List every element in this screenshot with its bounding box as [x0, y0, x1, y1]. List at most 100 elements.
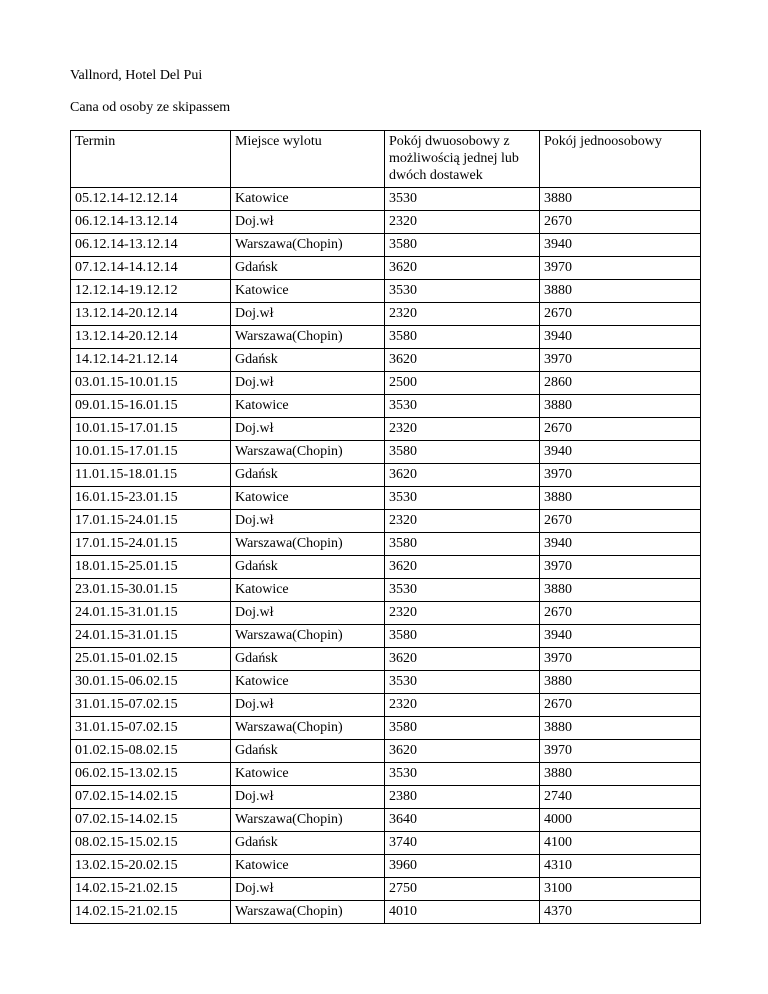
- table-cell-pokoj-dwuosobowy-cena: 3620: [384, 647, 540, 671]
- table-cell-pokoj-dwuosobowy-cena: 3620: [384, 739, 540, 763]
- table-cell-miejsce-wylotu: Doj.wł: [230, 785, 385, 809]
- table-cell-pokoj-dwuosobowy-cena: 3580: [384, 716, 540, 740]
- table-cell-miejsce-wylotu: Gdańsk: [230, 463, 385, 487]
- table-cell-termin: 14.02.15-21.02.15: [70, 900, 231, 924]
- table-cell-miejsce-wylotu: Katowice: [230, 578, 385, 602]
- table-cell-pokoj-dwuosobowy-cena: 3620: [384, 555, 540, 579]
- table-cell-pokoj-jednoosobowy-cena: 2670: [539, 509, 701, 533]
- table-cell-pokoj-dwuosobowy-cena: 3620: [384, 463, 540, 487]
- table-row: 25.01.15-01.02.15 Gdańsk 3620 3970: [70, 647, 701, 671]
- table-row: 23.01.15-30.01.15 Katowice 3530 3880: [70, 578, 701, 602]
- table-header-row: Termin Miejsce wylotu Pokój dwuosobowy z…: [70, 130, 701, 188]
- table-cell-miejsce-wylotu: Katowice: [230, 279, 385, 303]
- table-cell-pokoj-jednoosobowy-cena: 3940: [539, 532, 701, 556]
- price-table: Termin Miejsce wylotu Pokój dwuosobowy z…: [70, 130, 701, 924]
- table-cell-miejsce-wylotu: Gdańsk: [230, 555, 385, 579]
- table-cell-termin: 14.02.15-21.02.15: [70, 877, 231, 901]
- table-cell-miejsce-wylotu: Katowice: [230, 187, 385, 211]
- document-title: Vallnord, Hotel Del Pui: [70, 68, 203, 83]
- table-row: 30.01.15-06.02.15 Katowice 3530 3880: [70, 670, 701, 694]
- table-cell-termin: 09.01.15-16.01.15: [70, 394, 231, 418]
- table-cell-miejsce-wylotu: Gdańsk: [230, 647, 385, 671]
- table-row: 31.01.15-07.02.15 Warszawa(Chopin) 3580 388…: [70, 716, 701, 740]
- table-cell-termin: 10.01.15-17.01.15: [70, 417, 231, 441]
- table-cell-pokoj-jednoosobowy-cena: 3940: [539, 624, 701, 648]
- table-cell-miejsce-wylotu: Warszawa(Chopin): [230, 900, 385, 924]
- column-header-miejsce-wylotu: Miejsce wylotu: [230, 130, 385, 188]
- table-row: 14.12.14-21.12.14 Gdańsk 3620 3970: [70, 348, 701, 372]
- table-cell-pokoj-jednoosobowy-cena: 3940: [539, 440, 701, 464]
- table-cell-pokoj-jednoosobowy-cena: 3880: [539, 716, 701, 740]
- table-cell-termin: 07.02.15-14.02.15: [70, 808, 231, 832]
- table-cell-pokoj-jednoosobowy-cena: 3970: [539, 647, 701, 671]
- table-cell-pokoj-jednoosobowy-cena: 3880: [539, 578, 701, 602]
- table-cell-pokoj-jednoosobowy-cena: 3880: [539, 187, 701, 211]
- table-cell-pokoj-jednoosobowy-cena: 2860: [539, 371, 701, 395]
- table-cell-pokoj-dwuosobowy-cena: 3740: [384, 831, 540, 855]
- column-header-pokoj-jednoosobowy: Pokój jednoosobowy: [539, 130, 701, 188]
- table-cell-miejsce-wylotu: Doj.wł: [230, 371, 385, 395]
- table-cell-pokoj-dwuosobowy-cena: 3620: [384, 256, 540, 280]
- table-cell-pokoj-dwuosobowy-cena: 2320: [384, 302, 540, 326]
- table-body: 05.12.14-12.12.14 Katowice 3530 3880 06.12.1…: [70, 187, 701, 924]
- table-row: 17.01.15-24.01.15 Warszawa(Chopin) 3580 394…: [70, 532, 701, 556]
- table-cell-termin: 03.01.15-10.01.15: [70, 371, 231, 395]
- table-row: 10.01.15-17.01.15 Warszawa(Chopin) 3580 394…: [70, 440, 701, 464]
- table-cell-pokoj-dwuosobowy-cena: 2320: [384, 693, 540, 717]
- column-header-termin: Termin: [70, 130, 231, 188]
- table-cell-termin: 24.01.15-31.01.15: [70, 624, 231, 648]
- table-cell-pokoj-dwuosobowy-cena: 3530: [384, 279, 540, 303]
- table-cell-termin: 13.02.15-20.02.15: [70, 854, 231, 878]
- table-cell-pokoj-jednoosobowy-cena: 3940: [539, 325, 701, 349]
- table-cell-termin: 06.12.14-13.12.14: [70, 233, 231, 257]
- table-row: 13.12.14-20.12.14 Warszawa(Chopin) 3580 394…: [70, 325, 701, 349]
- table-cell-pokoj-dwuosobowy-cena: 3530: [384, 762, 540, 786]
- table-cell-pokoj-dwuosobowy-cena: 2320: [384, 601, 540, 625]
- table-cell-miejsce-wylotu: Warszawa(Chopin): [230, 440, 385, 464]
- table-cell-miejsce-wylotu: Doj.wł: [230, 693, 385, 717]
- table-cell-pokoj-dwuosobowy-cena: 2320: [384, 509, 540, 533]
- table-cell-pokoj-jednoosobowy-cena: 3100: [539, 877, 701, 901]
- table-cell-termin: 31.01.15-07.02.15: [70, 693, 231, 717]
- table-cell-pokoj-jednoosobowy-cena: 3970: [539, 739, 701, 763]
- table-cell-termin: 30.01.15-06.02.15: [70, 670, 231, 694]
- table-cell-termin: 01.02.15-08.02.15: [70, 739, 231, 763]
- table-cell-miejsce-wylotu: Katowice: [230, 394, 385, 418]
- table-cell-miejsce-wylotu: Gdańsk: [230, 348, 385, 372]
- table-row: 07.02.15-14.02.15 Warszawa(Chopin) 3640 400…: [70, 808, 701, 832]
- table-cell-termin: 10.01.15-17.01.15: [70, 440, 231, 464]
- table-cell-termin: 25.01.15-01.02.15: [70, 647, 231, 671]
- table-row: 11.01.15-18.01.15 Gdańsk 3620 3970: [70, 463, 701, 487]
- table-row: 08.02.15-15.02.15 Gdańsk 3740 4100: [70, 831, 701, 855]
- table-row: 07.12.14-14.12.14 Gdańsk 3620 3970: [70, 256, 701, 280]
- table-cell-termin: 07.02.15-14.02.15: [70, 785, 231, 809]
- table-cell-pokoj-jednoosobowy-cena: 4100: [539, 831, 701, 855]
- table-row: 07.02.15-14.02.15 Doj.wł 2380 2740: [70, 785, 701, 809]
- table-cell-miejsce-wylotu: Doj.wł: [230, 417, 385, 441]
- table-row: 24.01.15-31.01.15 Warszawa(Chopin) 3580 394…: [70, 624, 701, 648]
- column-header-pokoj-dwuosobowy: Pokój dwuosobowy z możliwością jednej lu…: [384, 130, 540, 188]
- table-cell-miejsce-wylotu: Doj.wł: [230, 601, 385, 625]
- table-row: 17.01.15-24.01.15 Doj.wł 2320 2670: [70, 509, 701, 533]
- table-cell-pokoj-dwuosobowy-cena: 2750: [384, 877, 540, 901]
- table-cell-miejsce-wylotu: Warszawa(Chopin): [230, 808, 385, 832]
- table-cell-pokoj-dwuosobowy-cena: 3530: [384, 187, 540, 211]
- table-cell-termin: 08.02.15-15.02.15: [70, 831, 231, 855]
- table-row: 16.01.15-23.01.15 Katowice 3530 3880: [70, 486, 701, 510]
- table-cell-termin: 13.12.14-20.12.14: [70, 302, 231, 326]
- table-cell-termin: 06.02.15-13.02.15: [70, 762, 231, 786]
- table-row: 06.12.14-13.12.14 Warszawa(Chopin) 3580 394…: [70, 233, 701, 257]
- table-cell-termin: 18.01.15-25.01.15: [70, 555, 231, 579]
- table-cell-pokoj-jednoosobowy-cena: 3970: [539, 555, 701, 579]
- table-cell-pokoj-jednoosobowy-cena: 2740: [539, 785, 701, 809]
- table-row: 06.12.14-13.12.14 Doj.wł 2320 2670: [70, 210, 701, 234]
- table-cell-miejsce-wylotu: Katowice: [230, 670, 385, 694]
- table-row: 14.02.15-21.02.15 Doj.wł 2750 3100: [70, 877, 701, 901]
- table-row: 12.12.14-19.12.12 Katowice 3530 3880: [70, 279, 701, 303]
- table-cell-pokoj-dwuosobowy-cena: 3580: [384, 325, 540, 349]
- table-cell-pokoj-jednoosobowy-cena: 3880: [539, 670, 701, 694]
- table-cell-termin: 14.12.14-21.12.14: [70, 348, 231, 372]
- table-cell-termin: 16.01.15-23.01.15: [70, 486, 231, 510]
- table-cell-miejsce-wylotu: Doj.wł: [230, 509, 385, 533]
- table-cell-pokoj-jednoosobowy-cena: 3880: [539, 394, 701, 418]
